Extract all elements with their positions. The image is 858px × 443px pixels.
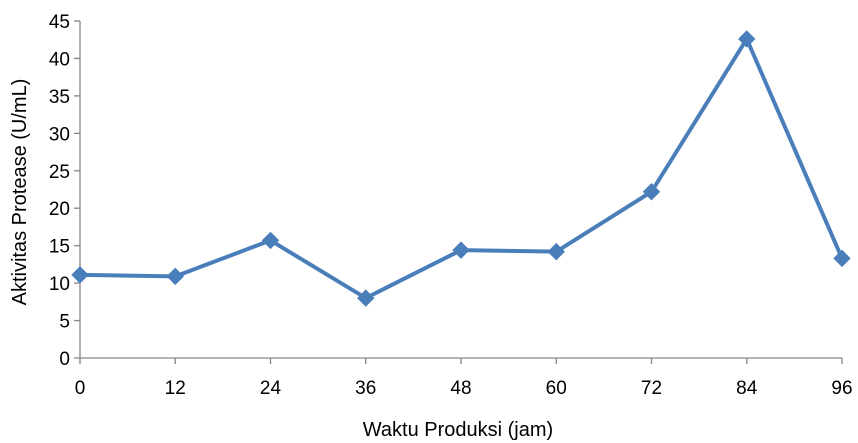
data-point bbox=[452, 241, 470, 259]
x-tick-label: 60 bbox=[546, 378, 567, 399]
data-point bbox=[261, 231, 280, 250]
x-tick-label: 96 bbox=[831, 378, 852, 399]
y-tick-label: 35 bbox=[49, 87, 70, 108]
y-tick-label: 0 bbox=[59, 349, 70, 370]
y-tick-label: 10 bbox=[49, 274, 70, 295]
data-point bbox=[547, 242, 565, 261]
x-tick-label: 0 bbox=[75, 378, 86, 399]
y-tick-label: 15 bbox=[49, 237, 70, 258]
y-tick-label: 45 bbox=[49, 12, 70, 33]
y-tick-label: 5 bbox=[59, 312, 70, 333]
y-axis-title: Aktivitas Protease (U/mL) bbox=[9, 79, 31, 306]
x-tick-label: 72 bbox=[641, 378, 662, 399]
y-tick-label: 20 bbox=[49, 199, 70, 220]
data-point bbox=[71, 266, 89, 284]
series-line bbox=[79, 36, 844, 301]
series-layer bbox=[71, 30, 851, 307]
y-tick-label: 40 bbox=[49, 49, 70, 70]
x-axis-title: Waktu Produksi (jam) bbox=[363, 419, 553, 441]
y-axis: 0 5 10 15 20 25 30 35 40 45 bbox=[49, 12, 81, 370]
data-point bbox=[357, 289, 375, 307]
data-point bbox=[166, 267, 184, 286]
x-tick-label: 84 bbox=[736, 378, 758, 399]
x-tick-label: 24 bbox=[260, 378, 282, 399]
x-axis: 0 12 24 36 48 60 72 84 96 bbox=[75, 357, 853, 399]
y-tick-label: 30 bbox=[49, 124, 70, 145]
x-tick-label: 36 bbox=[355, 378, 376, 399]
x-tick-label: 12 bbox=[165, 378, 186, 399]
data-point bbox=[642, 183, 661, 201]
y-tick-label: 25 bbox=[49, 162, 70, 183]
data-point bbox=[738, 30, 756, 48]
data-point bbox=[833, 249, 851, 268]
x-tick-label: 48 bbox=[450, 378, 471, 399]
